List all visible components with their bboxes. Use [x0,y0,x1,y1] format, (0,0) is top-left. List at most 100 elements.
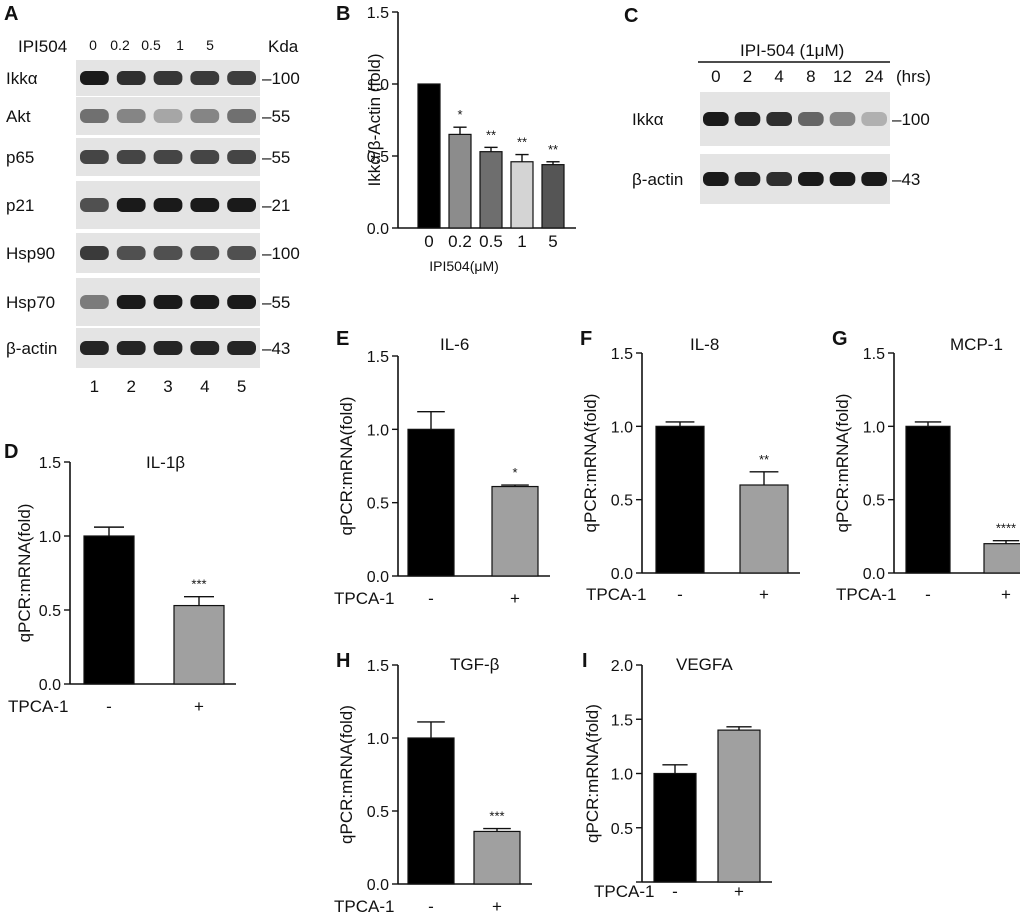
blot-band [80,71,109,85]
blot-band [766,112,792,126]
significance-label: ** [486,127,496,142]
x-axis-label: IPI504(μM) [429,258,499,274]
blot-marker-label: –100 [262,244,300,263]
bar [541,164,565,229]
significance-label: * [512,465,517,480]
panel-i-letter: I [582,650,588,672]
y-tick-label: 1.5 [611,712,633,729]
blot-protein-label: β-actin [6,339,57,358]
treatment-label: TPCA-1 [836,585,896,604]
category-label: 0.2 [448,232,472,251]
y-tick-label: 1.5 [611,346,633,363]
blot-band [190,295,220,309]
blot-band [861,112,887,126]
blot-band [703,172,729,186]
bar [905,425,951,574]
bar [473,830,521,885]
y-tick-label: 0.5 [39,603,61,620]
category-label: + [492,897,502,916]
blot-lane-number: 4 [200,377,209,396]
blot-band [829,112,856,126]
blot-lane-number: 3 [163,377,172,396]
blot-band [190,198,220,212]
bar [653,772,697,883]
category-label: - [428,589,434,608]
y-axis-label: Ikkα/β-Actin (fold) [365,54,384,187]
panel-a-western-blot: A IPI504 Kda 0 0.2 0.5 1 5 Ikkα –100 Akt –55 p65 –… [4,3,300,396]
blot-marker-label: –55 [262,293,290,312]
blot-lane-number: 1 [90,377,99,396]
blot-band [153,150,183,164]
y-tick-label: 1.5 [863,346,885,363]
blot-protein-label: Hsp70 [6,293,55,312]
blot-band [116,150,146,164]
treatment-label: TPCA-1 [586,585,646,604]
blot-marker-label: –21 [262,196,290,215]
y-tick-label: 0.0 [367,221,389,238]
chart-title: IL-8 [690,335,719,354]
panel-c-time-label: 24 [865,67,884,86]
blot-band [227,341,256,355]
blot-band [80,109,109,123]
panel-a-letter: A [4,3,18,25]
blot-band [734,172,761,186]
y-tick-label: 0.5 [611,821,633,838]
y-tick-label: 0.5 [367,496,389,513]
bar [407,428,455,577]
y-tick-label: 0.0 [39,677,61,694]
panel-c-letter: C [624,5,638,27]
y-axis-label: qPCR:mRNA(fold) [337,705,356,844]
blot-strip-c-1 [700,154,890,204]
blot-band [80,295,109,309]
blot-marker-label: –43 [892,170,920,189]
blot-band [227,246,256,260]
y-tick-label: 1.5 [367,658,389,675]
blot-band [227,198,256,212]
y-tick-label: 0.5 [367,804,389,821]
panel-a-treatment-label: IPI504 [18,37,67,56]
panel-c-time-label: 12 [833,67,852,86]
y-tick-label: 0.0 [367,569,389,586]
blot-band [766,172,792,186]
panel-e-letter: E [336,328,349,350]
panel-a-dose-label: 0.2 [110,37,130,53]
y-tick-label: 1.0 [367,77,389,94]
y-tick-label: 1.0 [863,419,885,436]
panel-b-letter: B [336,3,350,25]
blot-band [116,198,146,212]
chart-title: IL-6 [440,335,469,354]
bar [510,161,534,229]
blot-band [116,109,146,123]
category-label: 1 [517,232,526,251]
category-label: 5 [548,232,557,251]
blot-protein-label: p21 [6,196,34,215]
y-tick-label: 1.5 [367,5,389,22]
panel-a-kda-label: Kda [268,37,299,56]
chart-title: IL-1β [146,453,185,472]
treatment-label: TPCA-1 [334,589,394,608]
y-tick-label: 1.0 [367,731,389,748]
blot-band [227,109,256,123]
y-axis-label: qPCR:mRNA(fold) [15,504,34,643]
blot-lane-number: 5 [237,377,246,396]
blot-band [153,71,183,85]
chart-f: F IL-8 0.0 0.5 1.0 1.5 qPCR:mRNA(fold) - ** + TPCA… [580,328,800,604]
panel-c-time-label: 2 [743,67,752,86]
significance-label: ** [548,142,558,157]
bar [739,484,789,574]
blot-band [227,295,256,309]
blot-band [116,295,146,309]
blot-band [190,71,220,85]
chart-title: MCP-1 [950,335,1003,354]
panel-c-time-label: 0 [711,67,720,86]
y-tick-label: 0.5 [367,149,389,166]
blot-band [798,112,824,126]
blot-band [80,198,109,212]
panel-g-letter: G [832,328,848,350]
blot-protein-label: Akt [6,107,31,126]
bar-charts: B 0.0 0.5 1.0 1.5 Ikkα/β-Actin (fold) 0 * 0.2 ** 0… [4,3,1020,916]
blot-lane-number: 2 [126,377,135,396]
blot-protein-label: β-actin [632,170,683,189]
blot-band [116,246,146,260]
treatment-label: TPCA-1 [8,697,68,716]
